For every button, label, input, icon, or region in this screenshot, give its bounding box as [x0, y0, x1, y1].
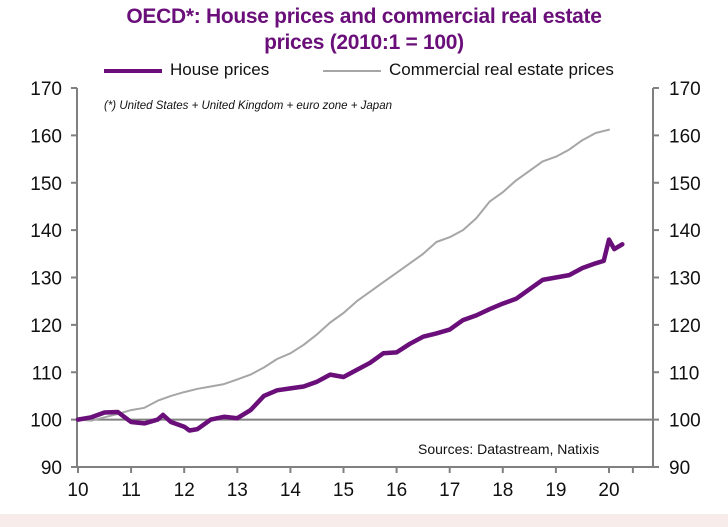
- legend-item-house: House prices: [104, 60, 269, 80]
- source-note: Sources: Datastream, Natixis: [418, 441, 600, 457]
- chart-title-line-2: prices (2010:1 = 100): [264, 31, 464, 54]
- x-tick-label: 16: [386, 480, 407, 501]
- x-tick-label: 15: [333, 480, 354, 501]
- chart-title-line-1: OECD*: House prices and commercial real …: [126, 5, 602, 28]
- y-tick-label-left: 120: [30, 316, 62, 337]
- y-tick-label-right: 130: [669, 269, 701, 290]
- y-tick-label-left: 170: [30, 79, 62, 100]
- y-tick-label-left: 140: [30, 221, 62, 242]
- x-tick-label: 20: [598, 480, 619, 501]
- x-tick-label: 13: [227, 480, 248, 501]
- y-tick-label-right: 140: [669, 221, 701, 242]
- legend-item-commercial: Commercial real estate prices: [323, 60, 614, 80]
- x-tick-label: 12: [174, 480, 195, 501]
- x-tick-label: 19: [545, 480, 566, 501]
- y-tick-label-left: 90: [41, 458, 62, 479]
- x-tick-label: 10: [67, 480, 88, 501]
- x-tick-label: 18: [492, 480, 513, 501]
- legend-swatch-commercial: [323, 69, 381, 72]
- y-tick-label-right: 160: [669, 126, 701, 147]
- y-tick-label-left: 110: [32, 363, 62, 384]
- footnote: (*) United States + United Kingdom + eur…: [104, 100, 392, 112]
- y-tick-label-left: 130: [30, 269, 62, 290]
- y-tick-label-right: 120: [669, 316, 701, 337]
- legend-swatch-house: [104, 68, 162, 73]
- y-tick-label-right: 150: [669, 174, 701, 195]
- x-tick-label: 17: [439, 480, 460, 501]
- legend-label-house: House prices: [170, 60, 270, 79]
- x-tick-label: 14: [280, 480, 302, 501]
- bottom-strip: [0, 514, 728, 527]
- x-tick-label: 11: [121, 480, 141, 501]
- y-tick-label-left: 150: [30, 174, 62, 195]
- y-tick-label-right: 110: [669, 363, 699, 384]
- house-prices-line: [75, 237, 625, 433]
- y-tick-label-right: 100: [669, 411, 701, 432]
- legend-label-commercial: Commercial real estate prices: [389, 60, 614, 79]
- y-tick-label-left: 100: [30, 411, 62, 432]
- y-tick-label-right: 90: [669, 458, 690, 479]
- commercial-prices-line: [77, 128, 610, 422]
- y-tick-label-left: 160: [30, 126, 62, 147]
- y-tick-label-right: 170: [669, 79, 701, 100]
